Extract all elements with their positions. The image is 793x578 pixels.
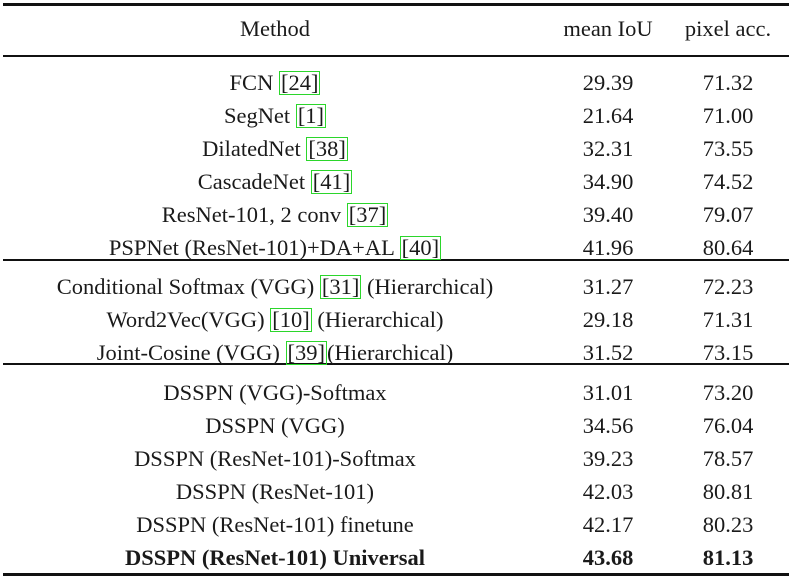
method-name: DSSPN (VGG) <box>205 412 345 438</box>
method-cell: DilatedNet [38] <box>0 132 550 165</box>
mean-iou-value: 41.96 <box>582 234 634 260</box>
method-suffix: (Hierarchical) <box>327 339 454 365</box>
pixel-acc-value: 78.57 <box>702 445 754 471</box>
table-row: PSPNet (ResNet-101)+DA+AL [40] 41.96 80.64 <box>0 231 793 264</box>
mean-iou-value: 43.68 <box>582 544 634 570</box>
method-name: DSSPN (ResNet-101) Universal <box>125 544 425 570</box>
method-cell: Word2Vec(VGG) [10] (Hierarchical) <box>0 303 550 336</box>
pixel-acc-value: 72.23 <box>702 274 754 299</box>
pixel-acc-value: 74.52 <box>702 168 754 194</box>
method-name: Word2Vec(VGG) <box>106 306 271 332</box>
mean-iou-value: 31.52 <box>582 339 634 365</box>
table-row: ResNet-101, 2 conv [37] 39.40 79.07 <box>0 198 793 231</box>
mean-iou-value: 39.40 <box>582 201 634 227</box>
method-name: Joint-Cosine (VGG) <box>96 339 286 365</box>
method-name: DSSPN (ResNet-101) <box>175 478 375 504</box>
method-cell: DSSPN (ResNet-101)-Softmax <box>0 442 550 475</box>
method-cell: SegNet [1] <box>0 99 550 132</box>
mean-iou-value: 31.27 <box>582 274 634 299</box>
citation-link[interactable]: [37] <box>346 201 389 227</box>
group-rule-2 <box>3 363 789 365</box>
citation-link[interactable]: [31] <box>319 274 362 299</box>
method-name: DSSPN (ResNet-101)-Softmax <box>134 445 416 471</box>
pixel-acc-value: 80.81 <box>702 478 754 504</box>
method-name: PSPNet (ResNet-101)+DA+AL <box>108 234 400 260</box>
method-name: SegNet <box>223 102 296 128</box>
method-name: CascadeNet <box>197 168 311 194</box>
method-cell: CascadeNet [41] <box>0 165 550 198</box>
citation-link[interactable]: [41] <box>310 168 353 194</box>
table-row: Word2Vec(VGG) [10] (Hierarchical) 29.18 71… <box>0 303 793 336</box>
top-rule <box>3 3 789 6</box>
citation-link[interactable]: [1] <box>295 102 327 128</box>
mean-iou-value: 29.18 <box>582 306 634 332</box>
mean-iou-value: 32.31 <box>582 135 634 161</box>
pixel-acc-value: 71.31 <box>702 306 754 332</box>
table-row: DSSPN (VGG) 34.56 76.04 <box>0 409 793 442</box>
method-name: DilatedNet <box>202 135 307 161</box>
method-cell: ResNet-101, 2 conv [37] <box>0 198 550 231</box>
table-row: SegNet [1] 21.64 71.00 <box>0 99 793 132</box>
method-cell: Joint-Cosine (VGG) [39](Hierarchical) <box>0 336 550 369</box>
citation-link[interactable]: [39] <box>285 339 328 365</box>
method-name: Conditional Softmax (VGG) <box>56 274 320 299</box>
table-row: DSSPN (ResNet-101) 42.03 80.81 <box>0 475 793 508</box>
method-name: FCN <box>229 70 279 95</box>
pixel-acc-value: 80.64 <box>702 234 754 260</box>
header-rule <box>3 55 789 57</box>
pixel-acc-value: 76.04 <box>702 412 754 438</box>
method-cell: DSSPN (VGG) <box>0 409 550 442</box>
method-cell: FCN [24] <box>0 66 550 99</box>
method-cell: DSSPN (ResNet-101) Universal <box>0 541 550 574</box>
table-row: DSSPN (ResNet-101)-Softmax 39.23 78.57 <box>0 442 793 475</box>
pixel-acc-value: 79.07 <box>702 201 754 227</box>
pixel-acc-value: 73.55 <box>702 135 754 161</box>
pixel-acc-value: 71.00 <box>702 102 754 128</box>
header-method: Method <box>240 16 310 41</box>
pixel-acc-value: 73.20 <box>702 380 754 405</box>
method-cell: Conditional Softmax (VGG) [31] (Hierarch… <box>0 270 550 303</box>
citation-link[interactable]: [38] <box>306 135 348 161</box>
pixel-acc-value: 81.13 <box>702 544 754 570</box>
table-row: CascadeNet [41] 34.90 74.52 <box>0 165 793 198</box>
pixel-acc-value: 80.23 <box>702 511 754 537</box>
pixel-acc-value: 71.32 <box>702 70 754 95</box>
method-name: ResNet-101, 2 conv <box>161 201 347 227</box>
mean-iou-value: 34.90 <box>582 168 634 194</box>
header-row: Method mean IoU pixel acc. <box>0 12 793 45</box>
method-suffix: (Hierarchical) <box>361 274 494 299</box>
mean-iou-value: 42.17 <box>582 511 634 537</box>
citation-link[interactable]: [10] <box>270 306 312 332</box>
mean-iou-value: 31.01 <box>582 380 634 405</box>
method-cell: DSSPN (ResNet-101) finetune <box>0 508 550 541</box>
table-row: DSSPN (VGG)-Softmax 31.01 73.20 <box>0 376 793 409</box>
table-row: Conditional Softmax (VGG) [31] (Hierarch… <box>0 270 793 303</box>
table-row: DilatedNet [38] 32.31 73.55 <box>0 132 793 165</box>
header-mean-iou: mean IoU <box>563 16 653 41</box>
mean-iou-value: 39.23 <box>582 445 634 471</box>
header-pixel-acc: pixel acc. <box>684 16 772 41</box>
method-name: DSSPN (VGG)-Softmax <box>163 380 387 405</box>
mean-iou-value: 29.39 <box>582 70 634 95</box>
method-cell: DSSPN (ResNet-101) <box>0 475 550 508</box>
mean-iou-value: 34.56 <box>582 412 634 438</box>
method-cell: PSPNet (ResNet-101)+DA+AL [40] <box>0 231 550 264</box>
group-rule-1 <box>3 259 789 261</box>
table-row: FCN [24] 29.39 71.32 <box>0 66 793 99</box>
table-row: Joint-Cosine (VGG) [39](Hierarchical) 31.… <box>0 336 793 369</box>
table-row: DSSPN (ResNet-101) Universal 43.68 81.13 <box>0 541 793 574</box>
mean-iou-value: 21.64 <box>582 102 634 128</box>
citation-link[interactable]: [40] <box>399 234 442 260</box>
method-cell: DSSPN (VGG)-Softmax <box>0 376 550 409</box>
method-suffix: (Hierarchical) <box>311 306 444 332</box>
bottom-rule <box>3 573 789 576</box>
method-name: DSSPN (ResNet-101) finetune <box>136 511 414 537</box>
pixel-acc-value: 73.15 <box>702 339 754 365</box>
mean-iou-value: 42.03 <box>582 478 634 504</box>
citation-link[interactable]: [24] <box>278 70 321 95</box>
table-row: DSSPN (ResNet-101) finetune 42.17 80.23 <box>0 508 793 541</box>
